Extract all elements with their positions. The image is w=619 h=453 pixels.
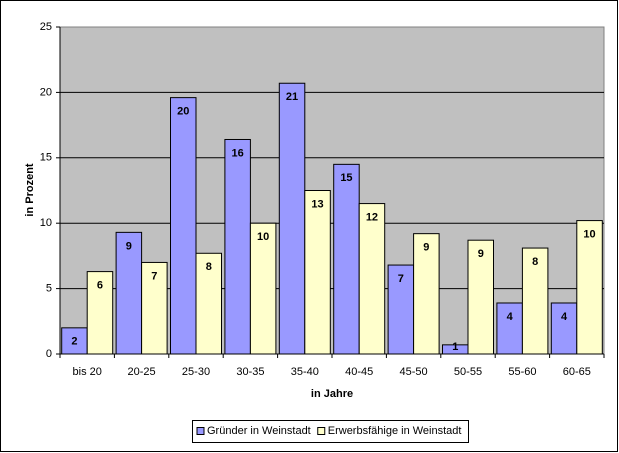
bar xyxy=(141,261,168,355)
data-label: 8 xyxy=(206,261,212,273)
bar xyxy=(61,327,88,355)
data-label: 7 xyxy=(398,273,404,285)
data-label: 16 xyxy=(232,147,244,159)
bar xyxy=(170,97,197,355)
legend xyxy=(192,420,469,443)
bar xyxy=(304,190,331,355)
data-label: 8 xyxy=(532,256,538,268)
bar xyxy=(249,222,277,355)
x-tick-label: 45-50 xyxy=(400,366,428,378)
x-tick-label: 25-30 xyxy=(182,366,210,378)
data-label: 10 xyxy=(257,231,269,243)
y-axis-label: in Prozent xyxy=(24,163,36,217)
y-tick-label: 10 xyxy=(40,217,52,229)
y-tick-label: 25 xyxy=(40,21,52,33)
bar xyxy=(550,302,578,355)
legend-label: Gründer in Weinstadt xyxy=(207,425,311,437)
x-tick-label: 55-60 xyxy=(508,366,536,378)
x-tick-label: 60-65 xyxy=(563,366,591,378)
data-label: 13 xyxy=(311,198,323,210)
data-label: 9 xyxy=(126,240,132,252)
data-label: 4 xyxy=(507,311,514,323)
y-tick-label: 15 xyxy=(40,152,52,164)
data-label: 6 xyxy=(97,280,103,292)
legend-swatch xyxy=(317,427,326,435)
bar xyxy=(195,252,222,355)
x-tick-label: 20-25 xyxy=(128,366,156,378)
bar xyxy=(413,233,440,355)
bar xyxy=(333,163,360,355)
bar xyxy=(86,271,114,355)
bar xyxy=(358,203,386,355)
data-label: 12 xyxy=(366,211,378,223)
bar xyxy=(278,82,306,355)
data-label: 2 xyxy=(71,336,77,348)
bar xyxy=(224,138,251,355)
y-tick-label: 20 xyxy=(40,86,52,98)
x-tick-label: bis 20 xyxy=(73,366,102,378)
bar xyxy=(467,239,494,355)
x-tick-label: 50-55 xyxy=(454,366,482,378)
data-label: 21 xyxy=(286,91,298,103)
x-axis-label: in Jahre xyxy=(311,388,353,400)
data-label: 9 xyxy=(423,242,429,254)
x-tick-label: 35-40 xyxy=(291,366,319,378)
legend-label: Erwerbsfähige in Weinstadt xyxy=(328,425,462,437)
data-label: 1 xyxy=(452,341,458,353)
bar xyxy=(521,247,549,355)
data-label: 15 xyxy=(340,172,352,184)
data-label: 7 xyxy=(151,270,157,282)
data-label: 10 xyxy=(583,228,595,240)
y-tick-label: 5 xyxy=(46,283,52,295)
x-tick-label: 40-45 xyxy=(345,366,373,378)
x-tick-label: 30-35 xyxy=(236,366,264,378)
data-label: 9 xyxy=(478,248,484,260)
legend-swatch xyxy=(196,427,205,435)
data-label: 20 xyxy=(177,106,189,118)
bar xyxy=(576,220,603,355)
y-tick-label: 0 xyxy=(46,348,52,360)
data-label: 4 xyxy=(561,311,568,323)
